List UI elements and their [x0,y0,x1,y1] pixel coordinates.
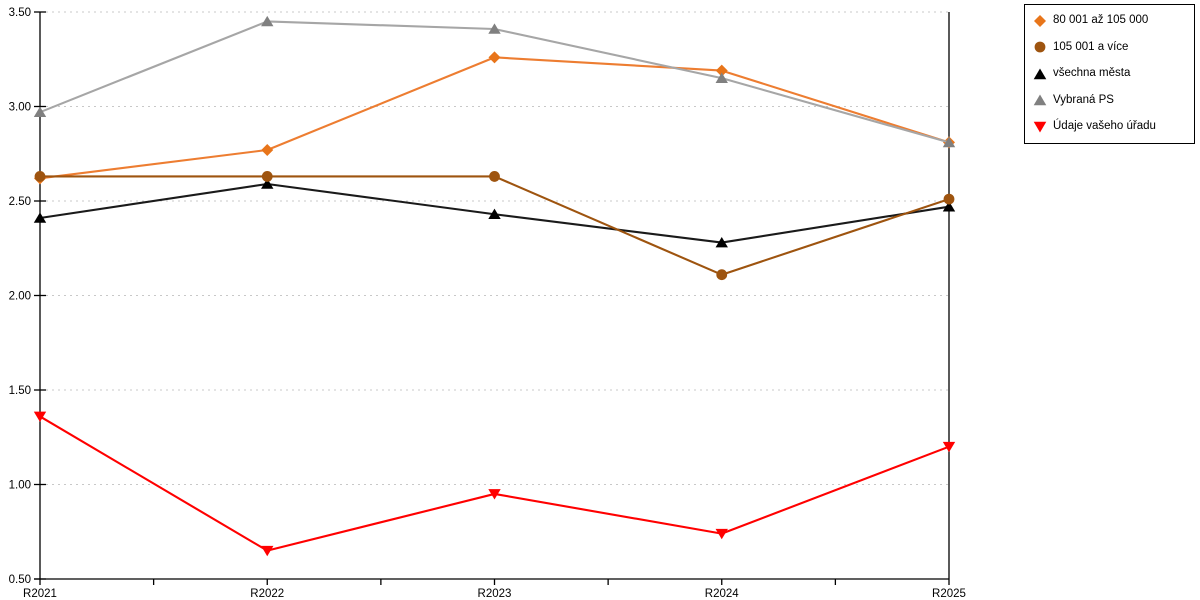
series-line [40,175,950,276]
legend-triangle-down-icon [1033,121,1047,132]
data-point-triangle-up [488,23,501,34]
legend-circle-icon [1034,41,1046,53]
data-point-triangle-up [942,201,956,212]
legend-diamond-icon [1034,14,1046,27]
data-point-triangle-up [942,136,956,148]
legend-triangle-up-icon [1033,94,1047,106]
y-tick-label: 0.50 [9,574,31,586]
y-tick-label: 2.00 [9,291,31,303]
legend-item: všechna města [1033,66,1188,81]
data-point-triangle-down [33,411,47,423]
data-point-triangle-down [715,528,728,540]
series-line [39,20,950,144]
x-tick-label: R2024 [705,588,739,600]
y-tick-label: 1.50 [9,385,31,397]
legend-triangle-up-icon [1033,68,1047,79]
y-tick-label: 3.00 [9,102,31,114]
y-tick-label: 2.50 [9,196,31,208]
legend-item: Údaje vašeho úřadu [1033,119,1188,134]
legend-label: Vybraná PS [1053,93,1114,106]
data-point-circle [34,171,46,182]
data-point-circle [261,171,273,182]
legend-item: 105 001 a více [1033,40,1188,55]
data-point-triangle-up [715,236,728,248]
series-line [39,56,950,180]
x-tick-label: R2023 [478,588,512,600]
data-point-triangle-up [715,72,728,83]
data-point-triangle-up [33,212,47,223]
data-point-triangle-up [261,15,274,27]
legend-label: 105 001 a více [1053,40,1129,53]
data-point-diamond [488,51,501,64]
data-point-triangle-down [261,545,274,557]
legend-label: 80 001 až 105 000 [1053,14,1149,26]
legend-item: 80 001 až 105 000 [1033,13,1188,28]
data-point-circle [716,269,728,281]
x-tick-label: R2025 [932,588,966,600]
data-point-circle [943,193,955,205]
legend-label: všechna města [1053,67,1131,79]
data-point-triangle-up [261,178,274,189]
data-point-triangle-up [33,106,47,117]
y-tick-label: 3.50 [9,7,31,19]
legend: 80 001 až 105 000 105 001 a více všechna m… [1024,4,1195,144]
data-point-diamond [715,64,728,77]
x-tick-label: R2022 [250,588,284,600]
x-tick-label: R2021 [23,588,57,600]
data-point-diamond [261,143,274,156]
data-point-triangle-down [942,441,956,453]
series-line [39,415,950,552]
legend-label: Údaje vašeho úřadu [1053,120,1156,132]
data-point-triangle-down [488,489,501,500]
data-point-circle [489,171,500,182]
data-point-triangle-up [488,208,501,220]
y-tick-label: 1.00 [9,480,31,492]
legend-item: Vybraná PS [1033,93,1188,108]
